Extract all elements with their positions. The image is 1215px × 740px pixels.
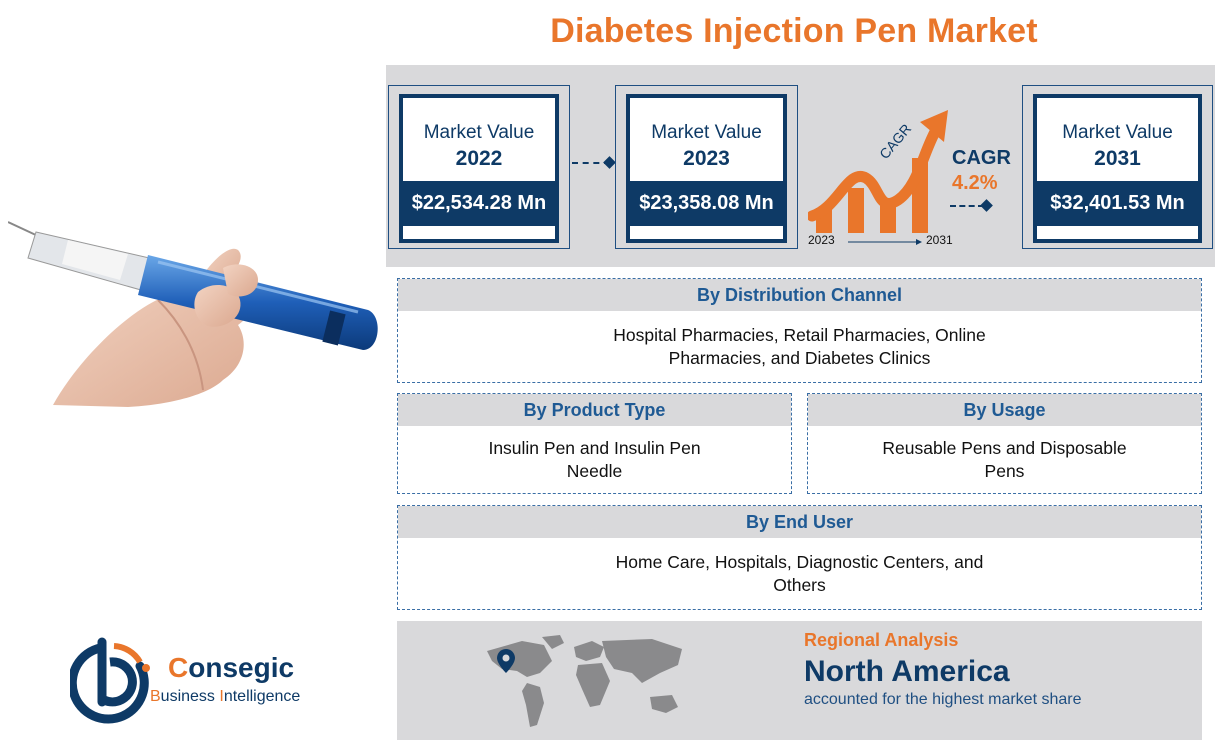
segment-body: Reusable Pens and Disposable Pens	[882, 437, 1127, 481]
market-value-card-2022: Market Value 2022 $22,534.28 Mn	[388, 85, 570, 249]
market-value-amount: $22,534.28 Mn	[403, 181, 555, 226]
cagr-growth-graphic: CAGR	[808, 110, 948, 245]
regional-analysis-panel: Regional Analysis North America accounte…	[397, 621, 1202, 740]
arrow-head-icon	[920, 110, 948, 142]
regional-description: accounted for the highest market share	[804, 691, 1082, 708]
segment-product-type: By Product Type Insulin Pen and Insulin …	[397, 393, 792, 494]
page-title: Diabetes Injection Pen Market	[550, 12, 1038, 50]
cagr-bar	[848, 188, 864, 233]
segment-body: Hospital Pharmacies, Retail Pharmacies, …	[613, 324, 986, 368]
market-value-card-2023: Market Value 2023 $23,358.08 Mn	[615, 85, 798, 249]
segment-title: By Usage	[808, 394, 1201, 426]
connector-line	[572, 162, 610, 164]
segment-body: Home Care, Hospitals, Diagnostic Centers…	[615, 551, 984, 595]
cagr-value: 4.2%	[952, 172, 998, 194]
regional-analysis-label: Regional Analysis	[804, 630, 959, 650]
market-value-label: Market Value	[651, 122, 762, 143]
insulin-pen-image	[8, 221, 378, 407]
segment-end-user: By End User Home Care, Hospitals, Diagno…	[397, 505, 1202, 610]
segment-usage: By Usage Reusable Pens and Disposable Pe…	[807, 393, 1202, 494]
segment-title: By Product Type	[398, 394, 791, 426]
connector-line	[950, 205, 984, 207]
market-value-card-2031: Market Value 2031 $32,401.53 Mn	[1022, 85, 1213, 249]
market-value-amount: $23,358.08 Mn	[630, 181, 783, 226]
world-map-icon	[487, 635, 682, 727]
market-value-year: 2022	[455, 147, 503, 170]
segment-body: Insulin Pen and Insulin Pen Needle	[488, 437, 701, 481]
cagr-arrow-line	[808, 124, 942, 222]
segment-title: By End User	[398, 506, 1201, 538]
market-value-amount: $32,401.53 Mn	[1037, 181, 1198, 226]
market-value-year: 2023	[683, 147, 730, 170]
market-value-year: 2031	[1094, 147, 1141, 170]
cagr-start-year: 2023	[808, 233, 835, 247]
cagr-title: CAGR	[952, 147, 1011, 169]
consegic-logo-icon	[70, 637, 150, 724]
logo-subtitle: Business Intelligence	[150, 688, 301, 705]
cagr-end-year: 2031	[926, 233, 953, 247]
cagr-arrow-text: CAGR	[876, 121, 914, 162]
regional-leader: North America	[804, 655, 1010, 688]
market-value-label: Market Value	[1062, 122, 1173, 143]
logo-name: Consegic	[168, 652, 295, 683]
segment-title: By Distribution Channel	[398, 279, 1201, 311]
timeline-arrow-icon	[916, 239, 922, 245]
segment-distribution-channel: By Distribution Channel Hospital Pharmac…	[397, 278, 1202, 383]
market-value-label: Market Value	[423, 122, 535, 143]
